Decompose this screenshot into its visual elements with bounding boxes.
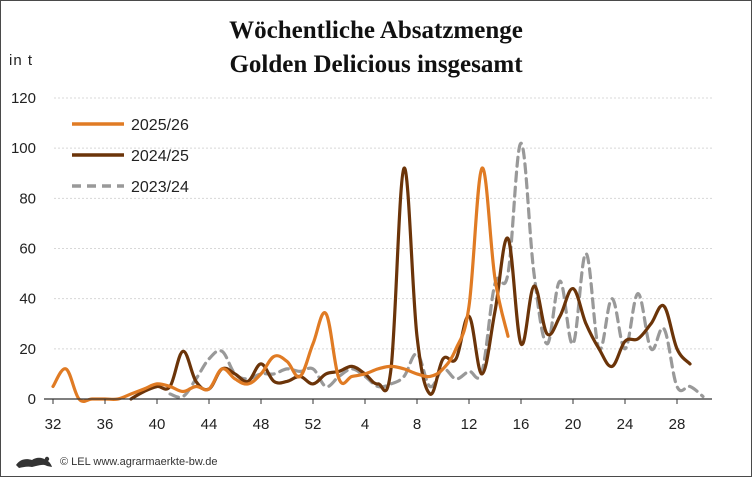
y-tick-label: 20 [19,341,36,358]
chart-title-line-1: Wöchentliche Absatzmenge [229,17,523,44]
x-tick-label: 52 [305,416,322,433]
x-tick-label: 32 [45,416,62,433]
x-tick-label: 28 [669,416,686,433]
legend-label: 2025/26 [131,117,189,134]
series-line-2025-26 [51,166,510,403]
x-tick-label: 40 [149,416,166,433]
x-tick-label: 4 [361,416,369,433]
y-tick-label: 100 [11,140,36,157]
lion-logo-icon [16,456,52,468]
y-axis-unit-label: in t [9,52,34,69]
legend-label: 2023/24 [131,179,189,196]
y-tick-label: 80 [19,190,36,207]
series-line-2024-25 [129,166,692,401]
legend: 2025/26 2024/25 2023/24 [72,117,189,196]
legend-label: 2024/25 [131,148,189,165]
x-tick-label: 8 [413,416,421,433]
chart-title: Wöchentliche Absatzmenge Golden Deliciou… [0,14,752,82]
footer: © LEL www.agrarmaerkte-bw.de [14,455,218,469]
chart-title-line-2: Golden Delicious insgesamt [229,51,523,78]
footer-credit: © LEL www.agrarmaerkte-bw.de [60,456,218,468]
grid-lines [54,97,712,350]
y-tick-label: 40 [19,291,36,308]
y-tick-label: 120 [11,90,36,107]
y-tick-label: 0 [28,391,36,408]
x-tick-label: 48 [253,416,270,433]
y-tick-label: 60 [19,241,36,258]
x-tick-label: 16 [513,416,530,433]
x-tick-label: 24 [617,416,634,433]
x-tick-label: 12 [461,416,478,433]
series-lines [51,141,705,403]
x-tick-label: 20 [565,416,582,433]
series-line-2023-24 [168,141,705,399]
x-tick-label: 36 [97,416,114,433]
x-tick-label: 44 [201,416,218,433]
